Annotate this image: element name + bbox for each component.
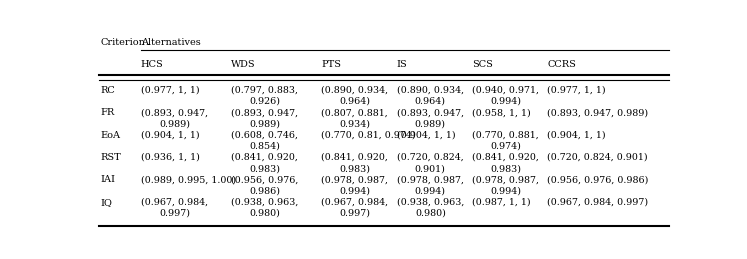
Text: (0.608, 0.746,
0.854): (0.608, 0.746, 0.854) [231,131,298,151]
Text: (0.967, 0.984, 0.997): (0.967, 0.984, 0.997) [548,198,648,207]
Text: (0.841, 0.920,
0.983): (0.841, 0.920, 0.983) [321,153,388,173]
Text: (0.904, 1, 1): (0.904, 1, 1) [397,131,456,140]
Text: IS: IS [397,60,407,69]
Text: (0.904, 1, 1): (0.904, 1, 1) [548,131,606,140]
Text: Criterion: Criterion [100,38,145,47]
Text: (0.770, 0.81, 0.974): (0.770, 0.81, 0.974) [321,131,416,140]
Text: (0.797, 0.883,
0.926): (0.797, 0.883, 0.926) [231,86,298,106]
Text: (0.904, 1, 1): (0.904, 1, 1) [141,131,199,140]
Text: (0.958, 1, 1): (0.958, 1, 1) [472,108,530,117]
Text: CCRS: CCRS [548,60,576,69]
Text: (0.938, 0.963,
0.980): (0.938, 0.963, 0.980) [397,198,464,218]
Text: (0.967, 0.984,
0.997): (0.967, 0.984, 0.997) [321,198,388,218]
Text: WDS: WDS [231,60,255,69]
Text: (0.893, 0.947,
0.989): (0.893, 0.947, 0.989) [141,108,208,128]
Text: (0.890, 0.934,
0.964): (0.890, 0.934, 0.964) [321,86,388,106]
Text: (0.890, 0.934,
0.964): (0.890, 0.934, 0.964) [397,86,464,106]
Text: (0.893, 0.947,
0.989): (0.893, 0.947, 0.989) [231,108,298,128]
Text: (0.936, 1, 1): (0.936, 1, 1) [141,153,199,162]
Text: (0.967, 0.984,
0.997): (0.967, 0.984, 0.997) [141,198,208,218]
Text: Alternatives: Alternatives [141,38,201,47]
Text: (0.893, 0.947,
0.989): (0.893, 0.947, 0.989) [397,108,464,128]
Text: FR: FR [100,108,114,117]
Text: (0.938, 0.963,
0.980): (0.938, 0.963, 0.980) [231,198,299,218]
Text: (0.807, 0.881,
0.934): (0.807, 0.881, 0.934) [321,108,388,128]
Text: HCS: HCS [141,60,164,69]
Text: (0.956, 0.976,
0.986): (0.956, 0.976, 0.986) [231,175,299,195]
Text: (0.841, 0.920,
0.983): (0.841, 0.920, 0.983) [472,153,539,173]
Text: EoA: EoA [100,131,120,140]
Text: (0.978, 0.987,
0.994): (0.978, 0.987, 0.994) [472,175,539,195]
Text: (0.720, 0.824, 0.901): (0.720, 0.824, 0.901) [548,153,648,162]
Text: (0.987, 1, 1): (0.987, 1, 1) [472,198,530,207]
Text: (0.956, 0.976, 0.986): (0.956, 0.976, 0.986) [548,175,648,184]
Text: (0.893, 0.947, 0.989): (0.893, 0.947, 0.989) [548,108,648,117]
Text: PTS: PTS [321,60,341,69]
Text: (0.977, 1, 1): (0.977, 1, 1) [548,86,606,95]
Text: (0.978, 0.987,
0.994): (0.978, 0.987, 0.994) [397,175,464,195]
Text: (0.977, 1, 1): (0.977, 1, 1) [141,86,199,95]
Text: (0.841, 0.920,
0.983): (0.841, 0.920, 0.983) [231,153,298,173]
Text: (0.989, 0.995, 1.00): (0.989, 0.995, 1.00) [141,175,236,184]
Text: IAI: IAI [100,175,115,184]
Text: IQ: IQ [100,198,112,207]
Text: RC: RC [100,86,115,95]
Text: (0.940, 0.971,
0.994): (0.940, 0.971, 0.994) [472,86,539,106]
Text: (0.720, 0.824,
0.901): (0.720, 0.824, 0.901) [397,153,463,173]
Text: SCS: SCS [472,60,493,69]
Text: (0.770, 0.881,
0.974): (0.770, 0.881, 0.974) [472,131,539,151]
Text: RST: RST [100,153,121,162]
Text: (0.978, 0.987,
0.994): (0.978, 0.987, 0.994) [321,175,388,195]
